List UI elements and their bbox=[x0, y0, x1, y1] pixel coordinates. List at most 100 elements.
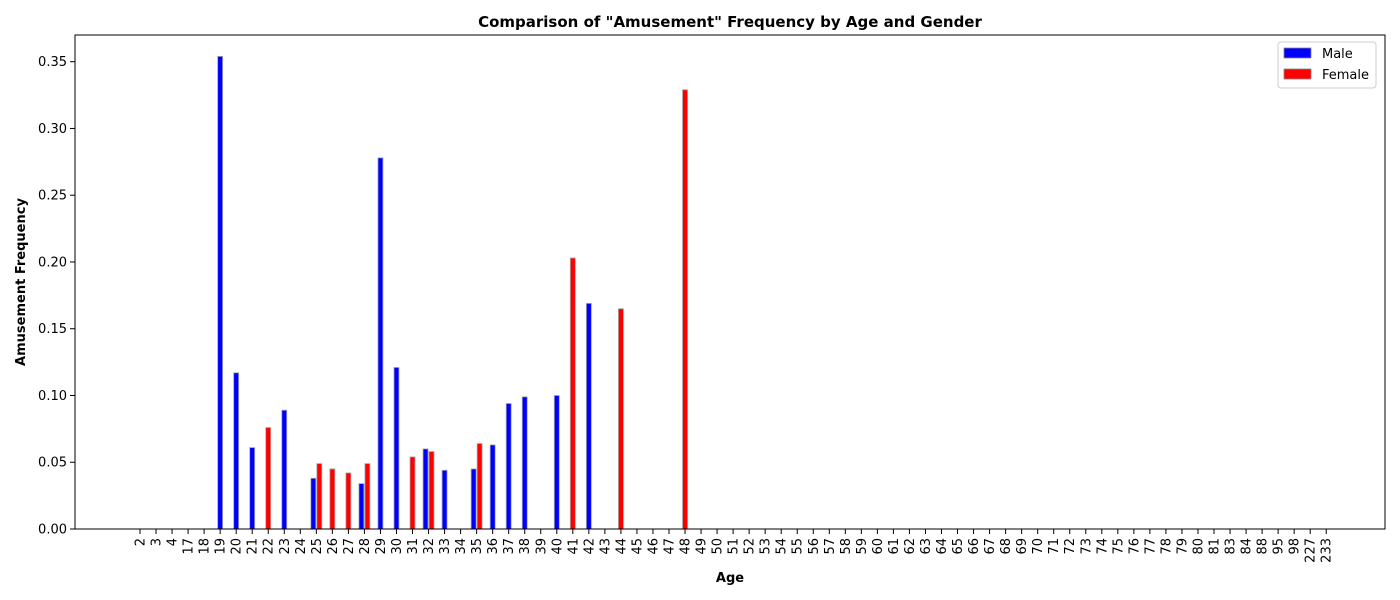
x-tick-label: 88 bbox=[1256, 538, 1271, 555]
y-tick-label: 0.35 bbox=[38, 55, 67, 70]
x-tick-label: 26 bbox=[326, 538, 341, 555]
bar-female-age-44 bbox=[618, 308, 624, 530]
x-tick-label: 76 bbox=[1127, 538, 1142, 555]
y-tick-label: 0.25 bbox=[38, 189, 67, 204]
x-tick-label: 95 bbox=[1272, 538, 1287, 555]
x-tick-label: 35 bbox=[470, 538, 485, 555]
x-tick-label: 81 bbox=[1208, 538, 1223, 555]
x-tick-label: 79 bbox=[1175, 538, 1190, 555]
x-tick-label: 53 bbox=[759, 538, 774, 555]
bar-male-age-21 bbox=[249, 447, 256, 530]
x-tick-label: 51 bbox=[727, 538, 742, 555]
bar-female-age-25 bbox=[316, 463, 323, 530]
x-tick-label: 78 bbox=[1159, 538, 1174, 555]
x-axis-ticks: 2 3 4 17 18 19 20 21 22 23 24 25 26 27 28 29 30 31 32 33 34 3… bbox=[134, 529, 1335, 563]
y-tick-label: 0.20 bbox=[38, 255, 67, 270]
bar-female-age-27 bbox=[345, 472, 352, 530]
bar-female-age-26 bbox=[329, 468, 336, 530]
x-tick-label: 3 bbox=[150, 538, 165, 546]
bar-male-age-35 bbox=[470, 468, 477, 530]
x-tick-label: 50 bbox=[711, 538, 726, 555]
x-tick-label: 62 bbox=[903, 538, 918, 555]
x-tick-label: 19 bbox=[214, 538, 229, 555]
x-tick-label: 71 bbox=[1047, 538, 1062, 555]
legend-label-male: Male bbox=[1322, 47, 1353, 62]
x-tick-label: 34 bbox=[454, 538, 469, 555]
bar-male-age-40 bbox=[553, 395, 560, 530]
bar-male-age-37 bbox=[505, 403, 512, 530]
bar-male-age-42 bbox=[585, 302, 592, 530]
legend-label-female: Female bbox=[1322, 68, 1369, 83]
x-tick-label: 41 bbox=[566, 538, 581, 555]
x-tick-label: 73 bbox=[1079, 538, 1094, 555]
x-tick-label: 57 bbox=[823, 538, 838, 555]
x-tick-label: 98 bbox=[1288, 538, 1303, 555]
x-tick-label: 23 bbox=[278, 538, 293, 555]
x-tick-label: 77 bbox=[1143, 538, 1158, 555]
x-tick-label: 48 bbox=[679, 538, 694, 555]
y-tick-label: 0.15 bbox=[38, 322, 67, 337]
bar-male-age-19 bbox=[217, 55, 224, 530]
x-tick-label: 42 bbox=[582, 538, 597, 555]
bar-male-age-23 bbox=[281, 409, 288, 530]
x-tick-label: 83 bbox=[1224, 538, 1239, 555]
x-tick-label: 54 bbox=[775, 538, 790, 555]
chart-title: Comparison of "Amusement" Frequency by A… bbox=[478, 13, 982, 31]
x-tick-label: 74 bbox=[1095, 538, 1110, 555]
x-tick-label: 47 bbox=[662, 538, 677, 555]
x-tick-label: 46 bbox=[646, 538, 661, 555]
x-tick-label: 25 bbox=[310, 538, 325, 555]
bar-male-age-36 bbox=[489, 444, 496, 530]
x-tick-label: 69 bbox=[1015, 538, 1030, 555]
legend-swatch-female bbox=[1283, 68, 1312, 80]
x-tick-label: 45 bbox=[630, 538, 645, 555]
bar-male-age-28 bbox=[358, 483, 365, 530]
bar-female-age-41 bbox=[569, 257, 576, 530]
y-tick-label: 0.00 bbox=[38, 523, 67, 538]
x-tick-label: 70 bbox=[1031, 538, 1046, 555]
y-tick-label: 0.10 bbox=[38, 389, 67, 404]
bar-female-age-28 bbox=[364, 463, 371, 530]
plot-frame bbox=[74, 34, 1386, 530]
legend-swatch-male bbox=[1283, 47, 1312, 59]
x-tick-label: 65 bbox=[951, 538, 966, 555]
x-tick-label: 17 bbox=[182, 538, 197, 555]
x-tick-label: 2 bbox=[134, 538, 149, 546]
bar-female-age-31 bbox=[409, 456, 416, 530]
bar-female-age-22 bbox=[265, 427, 272, 530]
x-tick-label: 233 bbox=[1320, 538, 1335, 563]
x-tick-label: 72 bbox=[1063, 538, 1078, 555]
x-tick-label: 22 bbox=[262, 538, 277, 555]
x-tick-label: 32 bbox=[422, 538, 437, 555]
x-tick-label: 29 bbox=[374, 538, 389, 555]
x-tick-label: 49 bbox=[695, 538, 710, 555]
y-axis-label: Amusement Frequency bbox=[14, 198, 29, 366]
x-tick-label: 43 bbox=[598, 538, 613, 555]
x-tick-label: 40 bbox=[550, 538, 565, 555]
x-tick-label: 4 bbox=[166, 538, 181, 546]
x-tick-label: 63 bbox=[919, 538, 934, 555]
x-tick-label: 44 bbox=[614, 538, 629, 555]
x-tick-label: 36 bbox=[486, 538, 501, 555]
x-tick-label: 59 bbox=[855, 538, 870, 555]
bar-male-age-25 bbox=[310, 477, 317, 530]
y-axis-ticks: 0.00 0.05 0.10 0.15 0.20 0.25 0.30 0.35 bbox=[38, 55, 75, 538]
x-tick-label: 31 bbox=[406, 538, 421, 555]
x-tick-label: 39 bbox=[534, 538, 549, 555]
x-tick-label: 58 bbox=[839, 538, 854, 555]
x-tick-label: 84 bbox=[1240, 538, 1255, 555]
x-tick-label: 38 bbox=[518, 538, 533, 555]
x-tick-label: 56 bbox=[807, 538, 822, 555]
legend: Male Female bbox=[1277, 41, 1377, 89]
y-tick-label: 0.30 bbox=[38, 122, 67, 137]
x-tick-label: 27 bbox=[342, 538, 357, 555]
x-tick-label: 75 bbox=[1111, 538, 1126, 555]
bar-male-age-30 bbox=[393, 367, 400, 530]
bar-male-age-33 bbox=[441, 469, 448, 530]
x-tick-label: 33 bbox=[438, 538, 453, 555]
x-axis-label: Age bbox=[716, 571, 744, 586]
bar-series bbox=[217, 55, 688, 530]
x-tick-label: 52 bbox=[743, 538, 758, 555]
x-tick-label: 24 bbox=[294, 538, 309, 555]
